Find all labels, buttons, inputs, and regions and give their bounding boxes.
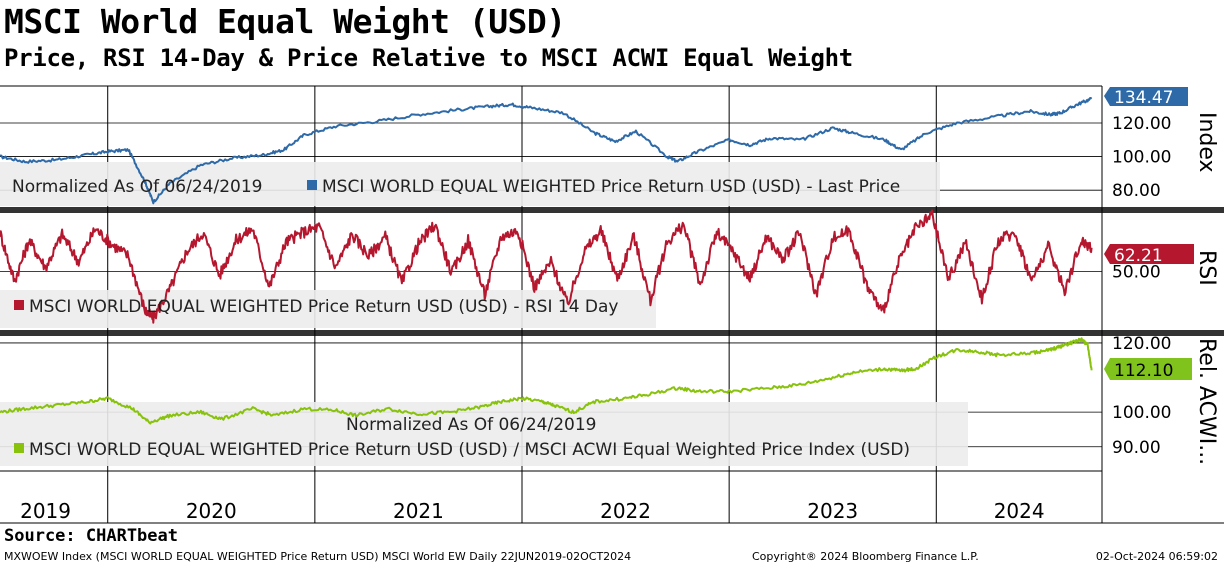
price-series-line: [0, 97, 1093, 205]
rsi-legend-text: MSCI WORLD EQUAL WEIGHTED Price Return U…: [29, 297, 619, 317]
footer-timestamp: 02-Oct-2024 06:59:02: [1095, 550, 1218, 563]
price-last-value: 134.47: [1114, 88, 1173, 108]
rel-axis-title: Rel. ACWI...: [1194, 338, 1219, 465]
price-last-tag-shape: [1104, 87, 1188, 106]
rel-legend-swatch: [14, 443, 24, 453]
rsi-last-tag-shape: [1104, 244, 1194, 264]
rel-last-tag-shape: [1104, 358, 1192, 380]
rsi-axis-title: RSI: [1194, 250, 1219, 286]
rsi-legend-swatch: [14, 300, 24, 310]
price-tick-80: 80.00: [1112, 181, 1161, 201]
x-tick-label-2021: 2021: [393, 499, 444, 523]
rsi-series-line: [0, 209, 1093, 324]
rel-legend-box: [0, 402, 968, 466]
rsi-tick-50: 50.00: [1112, 263, 1161, 283]
rsi-legend-box: [0, 290, 656, 328]
series-layer: [0, 97, 1093, 425]
rel-tick-100: 100.00: [1112, 403, 1171, 423]
price-rsi-divider: [0, 207, 1224, 213]
price-legend-text: MSCI WORLD EQUAL WEIGHTED Price Return U…: [322, 177, 900, 197]
rsi-last-value: 62.21: [1114, 246, 1163, 266]
x-tick-label-2022: 2022: [600, 499, 651, 523]
source-label: Source: CHARTbeat: [4, 526, 178, 546]
chart-subtitle: Price, RSI 14-Day & Price Relative to MS…: [4, 44, 853, 72]
chart-title: MSCI World Equal Weight (USD): [4, 2, 566, 41]
relative-series-line: [0, 337, 1093, 425]
rel-note: Normalized As Of 06/24/2019: [346, 415, 596, 435]
x-tick-label-2023: 2023: [807, 499, 858, 523]
x-axis-labels: 2019 2020 2021 2022 2023 2024: [20, 499, 1044, 523]
rel-tick-90: 90.00: [1112, 438, 1161, 458]
rel-last-value: 112.10: [1114, 361, 1173, 381]
price-tick-120: 120.00: [1112, 114, 1171, 134]
footer-copyright: Copyright® 2024 Bloomberg Finance L.P.: [752, 550, 979, 563]
price-axis-title: Index: [1194, 112, 1219, 173]
footer-description: MXWOEW Index (MSCI WORLD EQUAL WEIGHTED …: [4, 550, 632, 563]
x-tick-label-2024: 2024: [994, 499, 1045, 523]
rel-tick-120: 120.00: [1112, 334, 1171, 354]
x-tick-label-2020: 2020: [186, 499, 237, 523]
price-legend-swatch: [307, 180, 317, 190]
rsi-rel-divider: [0, 330, 1224, 336]
price-tick-100: 100.00: [1112, 148, 1171, 168]
price-note: Normalized As Of 06/24/2019: [12, 177, 262, 197]
x-tick-label-2019: 2019: [20, 499, 71, 523]
rel-legend-text: MSCI WORLD EQUAL WEIGHTED Price Return U…: [29, 440, 910, 460]
